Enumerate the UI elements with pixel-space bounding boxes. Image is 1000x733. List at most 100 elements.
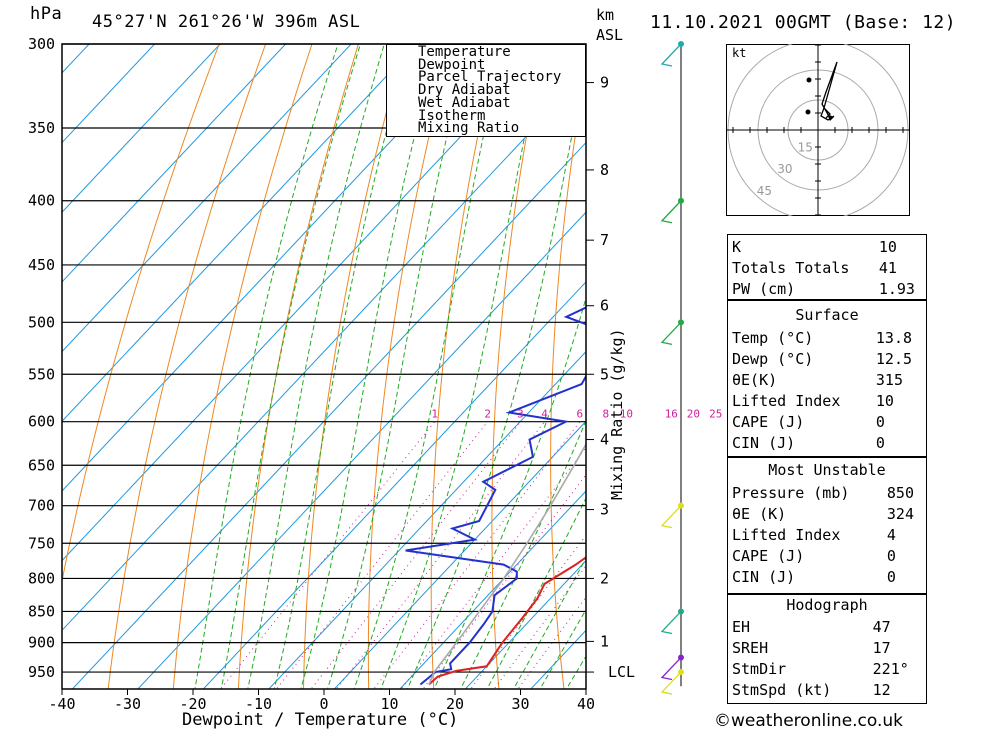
isotherm-line	[0, 0, 117, 700]
km-axis: 9 8 7 6 5 4 3 2 1 LCL	[586, 74, 635, 681]
hodograph-trace	[821, 61, 838, 119]
temp-tick-label: -10	[245, 695, 272, 713]
temp-tick-label: 40	[577, 695, 595, 713]
hodograph: 15 30 45	[726, 44, 910, 216]
mixing-ratio-line	[310, 421, 521, 689]
mixing-ratio-line	[400, 446, 586, 689]
mu-row-cape: CAPE (J) 0	[732, 546, 896, 565]
pressure-unit-label: hPa	[30, 4, 63, 24]
indices-general-box	[727, 234, 927, 300]
hodograph-ring-label: 30	[777, 162, 792, 176]
index-row-totals: Totals Totals 41	[732, 258, 897, 277]
indices-general-table: K 10 Totals Totals 41 PW (cm) 1.93	[727, 236, 927, 299]
dry-adiabat-line	[962, 6, 1000, 700]
x-axis-title: Dewpoint / Temperature (°C)	[182, 710, 459, 730]
index-row-k: K 10	[732, 237, 897, 256]
mu-row-li: Lifted Index 4	[732, 525, 896, 544]
dry-adiabat-line	[915, 6, 1000, 700]
series-parcel-trajectory	[428, 442, 586, 685]
mixing-ratio-label: 25	[709, 408, 722, 421]
pressure-tick-label: 450	[28, 256, 55, 274]
mixing-ratio-labels: 1 2 3 4 6 8 10 16 20 25	[431, 408, 722, 421]
mixing-ratio-label: 16	[665, 408, 678, 421]
hodograph-unit: kt	[732, 46, 747, 60]
lcl-label: LCL	[608, 663, 635, 681]
km-tick-label: 2	[600, 569, 609, 587]
pressure-tick-label: 900	[28, 634, 55, 652]
axis-ticks: -40 -30 -20 -10 0 10 20 30 40	[48, 689, 595, 713]
legend-item-dry-adiabat: Dry Adiabat	[418, 82, 511, 99]
hodograph-storm-marker	[827, 114, 834, 121]
wind-barb	[660, 657, 682, 681]
mixing-ratio-line	[335, 421, 546, 689]
wind-barb	[660, 505, 682, 529]
isotherm-line	[464, 559, 586, 689]
temp-tick-label: -40	[48, 695, 75, 713]
most-unstable-table: Pressure (mb) 850 θE (K) 324 Lifted Index 4…	[727, 482, 927, 587]
hodograph-point	[805, 109, 811, 115]
hodo-row-eh: EH 47	[732, 617, 891, 636]
pressure-tick-label: 400	[28, 192, 55, 210]
most-unstable-title: Most Unstable	[768, 461, 886, 479]
wind-profile	[660, 41, 684, 695]
mixing-ratio-label: 2	[484, 408, 491, 421]
temp-tick-label: 0	[319, 695, 328, 713]
plot-frame	[61, 43, 587, 690]
surface-row-dewp: Dewp (°C) 12.5	[732, 349, 913, 368]
mixing-ratio-label: 3	[517, 408, 524, 421]
wind-barb	[660, 611, 682, 635]
temp-tick-label: 30	[511, 695, 529, 713]
wet-adiabat-line	[194, 44, 339, 689]
mu-row-thetae: θE (K) 324	[732, 504, 914, 523]
isotherm-line	[268, 350, 586, 689]
surface-row-thetae: θE(K) 315	[732, 370, 903, 389]
legend-item-wet-adiabat: Wet Adiabat	[418, 94, 511, 111]
mu-row-cin: CIN (J) 0	[732, 567, 896, 586]
isotherm-line	[62, 44, 90, 74]
hodograph-ring-label: 15	[798, 141, 813, 155]
km-tick-label: 5	[600, 365, 609, 383]
km-tick-label: 1	[600, 632, 609, 650]
km-tick-label: 3	[600, 501, 609, 519]
legend	[386, 44, 586, 137]
mixing-ratio-label: 20	[687, 408, 700, 421]
wet-adiabat-line	[353, 44, 505, 689]
mixing-ratio-label: 8	[602, 408, 609, 421]
mixing-ratio-label: 6	[577, 408, 584, 421]
wet-adiabat-line	[486, 496, 586, 689]
wet-adiabat-line	[380, 44, 545, 689]
hodograph-indices-title: Hodograph	[786, 596, 868, 614]
series-temperature	[428, 556, 586, 686]
surface-row-temp: Temp (°C) 13.8	[732, 328, 913, 347]
legend-item-dewpoint: Dewpoint	[418, 56, 486, 73]
legend-items: Temperature Dewpoint Parcel Trajectory D…	[418, 44, 561, 135]
temp-tick-label: -20	[179, 695, 206, 713]
surface-table: Temp (°C) 13.8 Dewp (°C) 12.5 θE(K) 315 Lif…	[727, 327, 927, 453]
wind-barb	[660, 671, 682, 695]
isotherm-line	[62, 44, 221, 213]
mu-row-pressure: Pressure (mb) 850	[732, 483, 914, 502]
isotherm-line	[62, 44, 352, 353]
surface-row-li: Lifted Index 10	[732, 391, 894, 410]
wet-adiabat-line	[220, 44, 361, 689]
hodo-row-stmdir: StmDir 221°	[732, 659, 909, 678]
km-tick-label: 7	[600, 231, 609, 249]
pressure-tick-label: 500	[28, 313, 55, 331]
pressure-tick-label: 800	[28, 569, 55, 587]
wet-adiabat-line	[247, 44, 385, 689]
pressure-tick-label: 300	[28, 35, 55, 53]
mixing-ratio-line	[493, 564, 586, 689]
legend-item-temperature: Temperature	[418, 44, 511, 60]
copyright-link[interactable]: ©weatheronline.co.uk	[714, 711, 904, 731]
surface-row-cin: CIN (J) 0	[732, 433, 885, 452]
pressure-tick-label: 750	[28, 534, 55, 552]
location-title: 45°27'N 261°26'W 396m ASL	[92, 12, 361, 32]
datetime-title: 11.10.2021 00GMT (Base: 12)	[650, 12, 957, 33]
temp-tick-label: 10	[380, 695, 398, 713]
hodo-row-stmspd: StmSpd (kt) 12	[732, 680, 891, 699]
pressure-tick-label: 850	[28, 602, 55, 620]
legend-item-isotherm: Isotherm	[418, 107, 486, 124]
km-tick-label: 4	[600, 431, 609, 449]
surface-title: Surface	[795, 306, 859, 324]
mixing-ratio-line	[275, 421, 489, 689]
